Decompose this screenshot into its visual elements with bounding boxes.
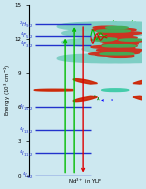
Circle shape	[62, 29, 146, 38]
Circle shape	[105, 33, 132, 36]
Text: $^4F_{3/2}$: $^4F_{3/2}$	[20, 40, 34, 49]
Circle shape	[62, 38, 146, 47]
Text: $^2H_{9/2}$ → $^4I_{9/2}$
799 nm: $^2H_{9/2}$ → $^4I_{9/2}$ 799 nm	[111, 39, 143, 55]
Circle shape	[67, 54, 146, 63]
Circle shape	[88, 54, 146, 63]
Text: $^4I_{9/2}$: $^4I_{9/2}$	[22, 171, 34, 180]
Circle shape	[100, 53, 122, 55]
Circle shape	[91, 46, 118, 48]
Circle shape	[119, 39, 142, 41]
Circle shape	[93, 26, 120, 29]
Circle shape	[78, 54, 146, 63]
Text: $^4F_{5/2}$ → $^4I_{9/2}$
808 nm: $^4F_{5/2}$ → $^4I_{9/2}$ 808 nm	[111, 19, 142, 34]
Circle shape	[115, 32, 142, 35]
Polygon shape	[133, 96, 146, 102]
Text: $^4F_{5/2}$: $^4F_{5/2}$	[20, 31, 34, 40]
Text: $^2H_{9/2}$: $^2H_{9/2}$	[19, 19, 34, 29]
Circle shape	[98, 32, 125, 35]
Circle shape	[112, 51, 139, 54]
Circle shape	[91, 39, 114, 41]
Circle shape	[111, 42, 138, 45]
Polygon shape	[34, 89, 73, 91]
X-axis label: Nd$^{3+}$ in YLF: Nd$^{3+}$ in YLF	[68, 177, 103, 186]
Circle shape	[101, 50, 128, 53]
Circle shape	[82, 45, 146, 53]
Circle shape	[110, 44, 137, 47]
Circle shape	[111, 53, 134, 55]
Circle shape	[116, 40, 143, 43]
Y-axis label: Energy (10$^3$ cm$^{-1}$): Energy (10$^3$ cm$^{-1}$)	[3, 64, 13, 116]
Circle shape	[114, 50, 141, 53]
Circle shape	[107, 55, 134, 57]
Circle shape	[98, 38, 125, 40]
Circle shape	[106, 26, 128, 29]
Circle shape	[103, 35, 130, 38]
Circle shape	[99, 30, 126, 32]
Text: a: a	[111, 98, 113, 102]
Circle shape	[106, 34, 133, 37]
Polygon shape	[133, 79, 146, 84]
Circle shape	[95, 53, 122, 56]
Circle shape	[92, 29, 119, 31]
Text: $^4I_{15/2}$: $^4I_{15/2}$	[19, 102, 34, 112]
Circle shape	[114, 45, 136, 47]
Circle shape	[94, 36, 121, 39]
Circle shape	[102, 43, 129, 46]
Circle shape	[88, 22, 146, 31]
Circle shape	[94, 38, 117, 40]
Circle shape	[105, 40, 132, 43]
Circle shape	[109, 29, 136, 31]
Polygon shape	[73, 96, 97, 102]
Circle shape	[102, 45, 125, 47]
Circle shape	[103, 41, 130, 44]
Circle shape	[97, 49, 124, 52]
Circle shape	[108, 47, 135, 49]
Circle shape	[97, 30, 119, 32]
Polygon shape	[73, 79, 97, 84]
Circle shape	[67, 22, 146, 31]
Circle shape	[108, 30, 130, 32]
Circle shape	[100, 40, 127, 43]
Text: c: c	[94, 94, 96, 98]
Text: $^4I_{13/2}$: $^4I_{13/2}$	[19, 125, 34, 135]
Circle shape	[78, 22, 146, 31]
Circle shape	[57, 22, 143, 31]
Circle shape	[110, 36, 137, 39]
Circle shape	[89, 52, 116, 55]
Circle shape	[57, 54, 143, 63]
Text: $^4I_{11/2}$: $^4I_{11/2}$	[19, 148, 34, 157]
Circle shape	[102, 89, 129, 91]
Circle shape	[116, 49, 143, 52]
Circle shape	[82, 38, 146, 47]
